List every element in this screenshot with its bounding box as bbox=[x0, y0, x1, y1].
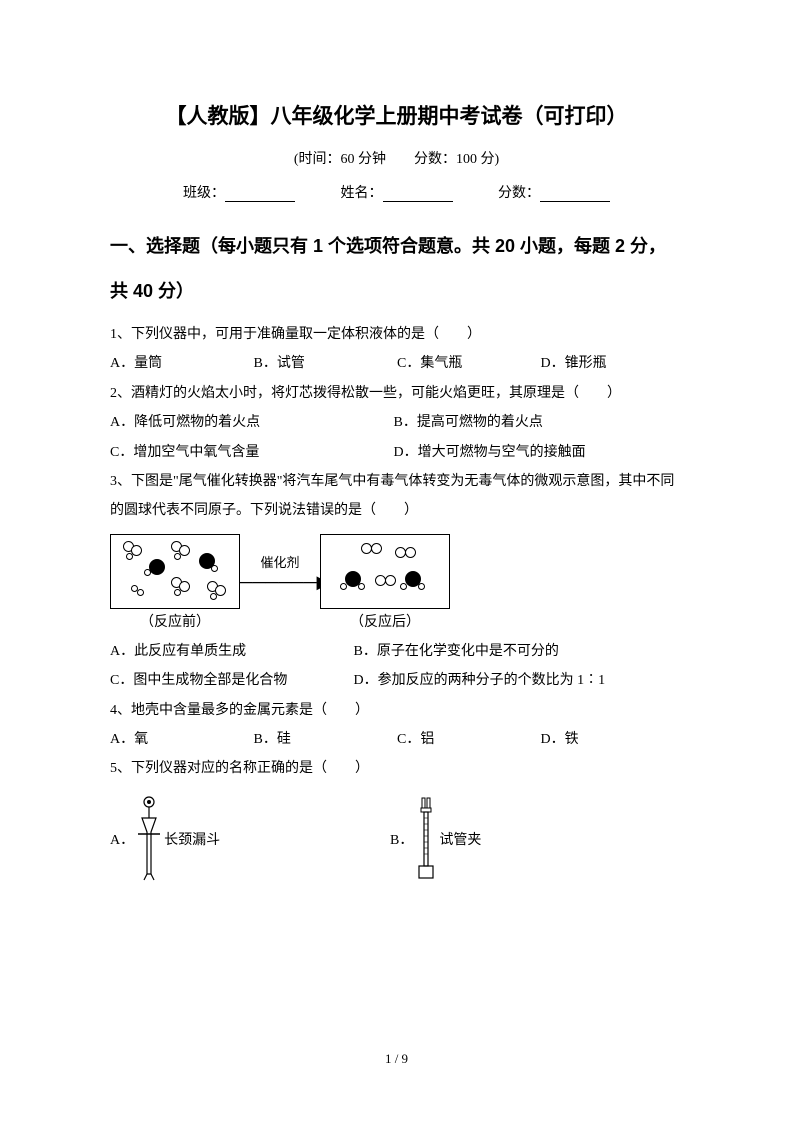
q2-opt-b: B．提高可燃物的着火点 bbox=[394, 415, 543, 430]
q5-b-label: 试管夹 bbox=[439, 829, 481, 849]
after-label: （反应后） bbox=[320, 611, 450, 631]
q3-box-labels: （反应前） （反应后） bbox=[110, 611, 683, 631]
reaction-after-box bbox=[320, 534, 450, 609]
name-blank bbox=[383, 186, 453, 202]
reaction-arrow: 催化剂 ──────▶ bbox=[240, 552, 320, 591]
funnel-icon bbox=[134, 794, 164, 884]
q5-opt-a: A． 长颈漏斗 bbox=[110, 794, 390, 884]
score-label: 分数： bbox=[498, 186, 540, 201]
arrow-icon: ──────▶ bbox=[240, 573, 320, 591]
q3-opt-c: C．图中生成物全部是化合物 bbox=[110, 666, 350, 695]
q1-opt-d: D．锥形瓶 bbox=[541, 349, 641, 378]
q4-text: 4、地壳中含量最多的金属元素是（ ） bbox=[110, 696, 683, 725]
info-line: 班级： 姓名： 分数： bbox=[110, 182, 683, 202]
q2-options-row2: C．增加空气中氧气含量 D．增大可燃物与空气的接触面 bbox=[110, 438, 683, 467]
clamp-icon bbox=[413, 794, 439, 884]
q4-opt-a: A．氧 bbox=[110, 725, 250, 754]
q1-text: 1、下列仪器中，可用于准确量取一定体积液体的是（ ） bbox=[110, 320, 683, 349]
section-1-heading: 一、选择题（每小题只有 1 个选项符合题意。共 20 小题，每题 2 分，共 4… bbox=[110, 224, 683, 314]
q3-diagram: 催化剂 ──────▶ bbox=[110, 534, 683, 609]
q1-opt-c: C．集气瓶 bbox=[397, 349, 537, 378]
q1-options: A．量筒 B．试管 C．集气瓶 D．锥形瓶 bbox=[110, 349, 683, 378]
exam-subtitle: (时间：60 分钟 分数：100 分) bbox=[110, 148, 683, 168]
q2-options-row1: A．降低可燃物的着火点 B．提高可燃物的着火点 bbox=[110, 408, 683, 437]
score-blank bbox=[540, 186, 610, 202]
class-label: 班级： bbox=[183, 186, 225, 201]
reaction-before-box bbox=[110, 534, 240, 609]
q5-options: A． 长颈漏斗 B． bbox=[110, 794, 683, 884]
q5-a-label: 长颈漏斗 bbox=[164, 829, 220, 849]
q1-opt-a: A．量筒 bbox=[110, 349, 250, 378]
q3-opt-b: B．原子在化学变化中是不可分的 bbox=[354, 644, 559, 659]
q1-opt-b: B．试管 bbox=[254, 349, 394, 378]
q2-text: 2、酒精灯的火焰太小时，将灯芯拨得松散一些，可能火焰更旺，其原理是（ ） bbox=[110, 379, 683, 408]
class-blank bbox=[225, 186, 295, 202]
q4-options: A．氧 B．硅 C．铝 D．铁 bbox=[110, 725, 683, 754]
q3-opt-a: A．此反应有单质生成 bbox=[110, 637, 350, 666]
q5-b-prefix: B． bbox=[390, 829, 413, 849]
q4-opt-d: D．铁 bbox=[541, 725, 641, 754]
q3-opt-d: D．参加反应的两种分子的个数比为 1∶1 bbox=[354, 673, 606, 688]
q2-opt-d: D．增大可燃物与空气的接触面 bbox=[394, 445, 586, 460]
exam-title: 【人教版】八年级化学上册期中考试卷（可打印） bbox=[110, 100, 683, 130]
before-label: （反应前） bbox=[110, 611, 240, 631]
q5-text: 5、下列仪器对应的名称正确的是（ ） bbox=[110, 754, 683, 783]
q5-a-prefix: A． bbox=[110, 829, 134, 849]
q5-opt-b: B． 试管夹 bbox=[390, 794, 481, 884]
q2-opt-c: C．增加空气中氧气含量 bbox=[110, 438, 390, 467]
q3-text: 3、下图是"尾气催化转换器"将汽车尾气中有毒气体转变为无毒气体的微观示意图，其中… bbox=[110, 467, 683, 526]
q3-options-row2: C．图中生成物全部是化合物 D．参加反应的两种分子的个数比为 1∶1 bbox=[110, 666, 683, 695]
catalyst-label: 催化剂 bbox=[240, 552, 320, 571]
name-label: 姓名： bbox=[341, 186, 383, 201]
page-number: 1 / 9 bbox=[0, 1051, 793, 1067]
q4-opt-c: C．铝 bbox=[397, 725, 537, 754]
q3-options-row1: A．此反应有单质生成 B．原子在化学变化中是不可分的 bbox=[110, 637, 683, 666]
q4-opt-b: B．硅 bbox=[254, 725, 394, 754]
q2-opt-a: A．降低可燃物的着火点 bbox=[110, 408, 390, 437]
